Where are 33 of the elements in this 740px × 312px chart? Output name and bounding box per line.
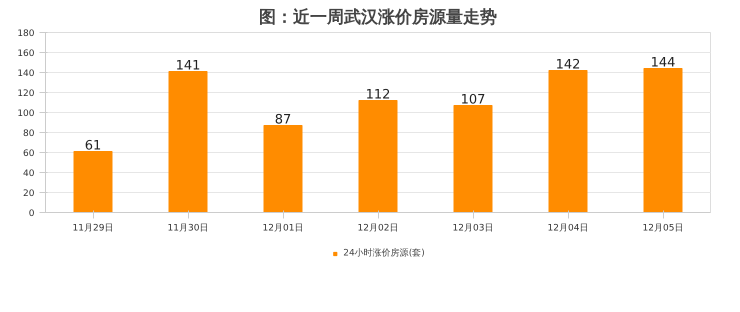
x-tick-label: 12月01日 <box>262 224 304 234</box>
bar <box>74 151 112 212</box>
data-label: 61 <box>84 138 102 154</box>
y-tick-label: 180 <box>17 29 35 39</box>
bar <box>454 105 492 212</box>
data-label: 87 <box>274 112 292 128</box>
data-label: 112 <box>366 88 390 102</box>
data-label: 142 <box>556 58 580 72</box>
y-tick-label: 120 <box>17 89 35 99</box>
y-tick-label: 100 <box>17 109 35 119</box>
data-label: 107 <box>460 92 486 108</box>
y-tick-label: 40 <box>23 169 35 179</box>
x-tick-label: 12月03日 <box>452 224 494 234</box>
y-tick-label: 140 <box>17 69 35 79</box>
x-tick-label: 11月30日 <box>168 224 208 234</box>
bar <box>168 71 208 212</box>
y-tick-label: 160 <box>17 49 35 59</box>
legend-label: 24小时涨价房源(套) <box>343 247 425 260</box>
x-tick-label: 11月29日 <box>72 224 114 234</box>
bar <box>644 68 682 212</box>
bar <box>264 125 302 212</box>
y-tick-label: 60 <box>23 149 35 159</box>
y-tick-label: 80 <box>23 129 35 139</box>
bar <box>358 100 398 212</box>
y-tick-label: 20 <box>23 189 35 199</box>
x-tick-label: 12月05日 <box>642 224 684 234</box>
data-label: 144 <box>650 56 676 70</box>
chart-title: 图：近一周武汉涨价房源量走势 <box>259 8 497 28</box>
x-tick-label: 12月02日 <box>358 224 398 234</box>
y-tick-label: 0 <box>28 209 35 219</box>
x-tick-label: 12月04日 <box>548 224 588 234</box>
data-label: 141 <box>176 58 200 74</box>
bar <box>548 70 588 212</box>
